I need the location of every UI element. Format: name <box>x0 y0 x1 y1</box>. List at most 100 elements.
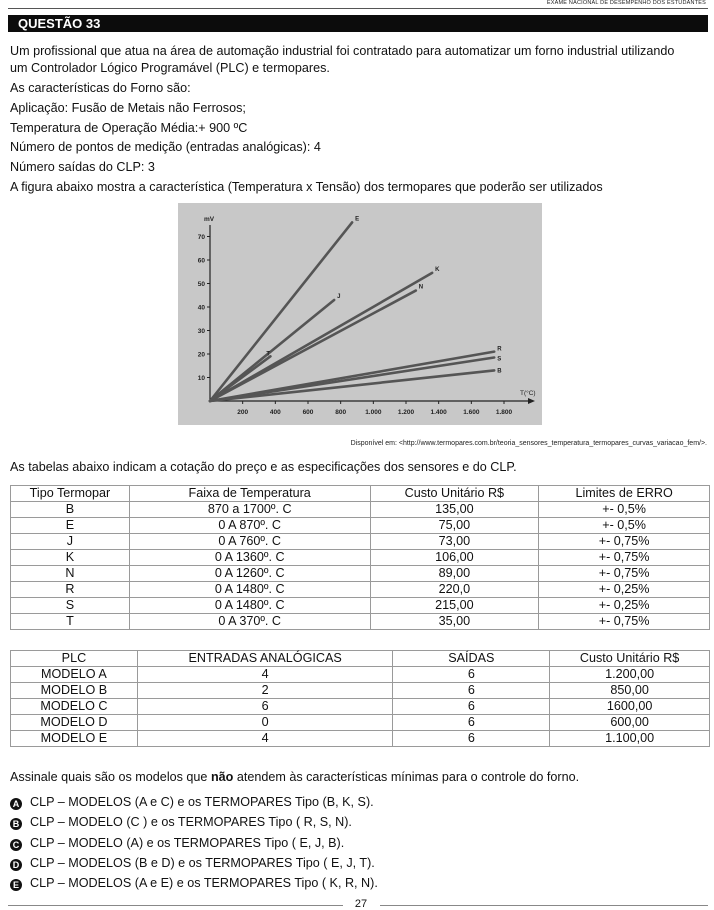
characteristics-title: As características do Forno são: <box>10 81 191 95</box>
thermocouple-table-cell: 73,00 <box>369 533 540 550</box>
y-tick-label: 60 <box>198 258 206 265</box>
plc-table-cell: MODELO D <box>10 714 138 731</box>
thermocouple-table-cell: +- 0,5% <box>538 517 710 534</box>
x-axis-arrow <box>528 398 535 404</box>
plc-table-cell: 6 <box>392 730 551 747</box>
thermocouple-table-cell: 0 A 870º. C <box>128 517 371 534</box>
figure-intro: A figura abaixo mostra a característica … <box>10 180 603 194</box>
plc-table-header-cell: ENTRADAS ANALÓGICAS <box>136 650 394 667</box>
x-axis-label: T(°C) <box>520 389 536 397</box>
thermocouple-table-cell: 135,00 <box>369 501 540 518</box>
plc-table-cell: 6 <box>392 666 551 683</box>
plc-table-header-cell: PLC <box>10 650 138 667</box>
question-title-bar: QUESTÃO 33 <box>8 15 708 32</box>
thermocouple-table: Tipo Termopar Faixa de Temperatura Custo U… <box>10 485 710 630</box>
plc-table-cell: 1.100,00 <box>549 730 710 747</box>
plc-table-cell: 4 <box>136 666 394 683</box>
thermocouple-table-cell: 215,00 <box>369 597 540 614</box>
option-letter-badge: D <box>10 858 22 871</box>
series-line-n <box>208 289 418 403</box>
thermocouple-table-cell: 0 A 370º. C <box>128 613 371 630</box>
thermocouple-table-cell: 89,00 <box>369 565 540 582</box>
thermocouple-table-cell: 0 A 1260º. C <box>128 565 371 582</box>
y-tick-label: 50 <box>198 281 206 288</box>
plc-table-cell: MODELO E <box>10 730 138 747</box>
plc-table-cell: 6 <box>392 698 551 715</box>
plc-table-cell: 6 <box>392 682 551 699</box>
series-line-e <box>208 221 354 403</box>
header-rule <box>8 8 708 9</box>
thermocouple-table-cell: +- 0,25% <box>538 581 710 598</box>
answer-option-e[interactable]: E CLP – MODELOS (A e E) e os TERMOPARES T… <box>10 876 378 892</box>
thermocouple-table-cell: 0 A 1360º. C <box>128 549 371 566</box>
option-text: CLP – MODELOS (A e C) e os TERMOPARES Ti… <box>30 795 374 809</box>
plc-table-cell: MODELO A <box>10 666 138 683</box>
plc-table-header-cell: Custo Unitário R$ <box>549 650 710 667</box>
thermocouple-table-row: B 870 a 1700º. C 135,00 +- 0,5% <box>10 501 710 518</box>
plc-table-cell: 0 <box>136 714 394 731</box>
footer-rule-right <box>380 905 708 906</box>
x-tick-label: 600 <box>303 409 314 416</box>
question-title: QUESTÃO 33 <box>18 16 101 31</box>
plc-table-cell: MODELO C <box>10 698 138 715</box>
footer-rule-left <box>8 905 343 906</box>
plc-table-cell: 6 <box>392 714 551 731</box>
tables-intro: As tabelas abaixo indicam a cotação do p… <box>10 460 517 474</box>
thermocouple-table-cell: 0 A 760º. C <box>128 533 371 550</box>
thermocouple-table-cell: 0 A 1480º. C <box>128 581 371 598</box>
thermocouple-table-header-cell: Tipo Termopar <box>10 485 130 502</box>
thermocouple-table-cell: +- 0,75% <box>538 613 710 630</box>
x-tick-label: 1.000 <box>365 409 382 416</box>
x-tick-label: 1.400 <box>431 409 448 416</box>
plc-table-row: MODELO C 6 6 1600,00 <box>10 698 710 715</box>
answer-option-b[interactable]: B CLP – MODELO (C ) e os TERMOPARES Tipo … <box>10 815 352 831</box>
series-label-e: E <box>355 216 359 222</box>
plc-table-cell: 600,00 <box>549 714 710 731</box>
thermocouple-table-cell: R <box>10 581 130 598</box>
option-text: CLP – MODELO (C ) e os TERMOPARES Tipo (… <box>30 815 352 830</box>
series-label-s: S <box>497 357 501 363</box>
answer-option-c[interactable]: C CLP – MODELO (A) e os TERMOPARES Tipo (… <box>10 836 344 851</box>
x-tick-label: 200 <box>237 409 248 416</box>
thermocouple-table-cell: E <box>10 517 130 534</box>
plc-table-row: MODELO B 2 6 850,00 <box>10 682 710 699</box>
x-tick-label: 400 <box>270 409 281 416</box>
thermocouple-chart: 10 20 30 40 50 60 70 200 400 600 800 1.000 1.200 1.40… <box>178 203 542 425</box>
intro-line-1: Um profissional que atua na área de auto… <box>10 44 675 58</box>
thermocouple-table-cell: 0 A 1480º. C <box>128 597 371 614</box>
series-label-n: N <box>419 285 423 291</box>
x-tick-label: 1.800 <box>496 409 513 416</box>
application-text: Aplicação: Fusão de Metais não Ferrosos; <box>10 101 246 115</box>
thermocouple-table-cell: B <box>10 501 130 518</box>
thermocouple-table-header: Tipo Termopar Faixa de Temperatura Custo U… <box>10 485 710 502</box>
y-tick-label: 70 <box>198 234 206 241</box>
thermocouple-table-cell: 220,0 <box>369 581 540 598</box>
option-letter-badge: E <box>10 879 22 892</box>
answer-option-a[interactable]: A CLP – MODELOS (A e C) e os TERMOPARES T… <box>10 795 374 810</box>
thermocouple-table-cell: J <box>10 533 130 550</box>
thermocouple-table-header-cell: Custo Unitário R$ <box>369 485 540 502</box>
answer-option-d[interactable]: D CLP – MODELOS (B e D) e os TERMOPARES T… <box>10 856 375 871</box>
option-text: CLP – MODELOS (B e D) e os TERMOPARES Ti… <box>30 855 375 870</box>
thermocouple-table-cell: S <box>10 597 130 614</box>
option-text: CLP – MODELO (A) e os TERMOPARES Tipo ( … <box>30 835 345 850</box>
plc-table-row: MODELO E 4 6 1.100,00 <box>10 730 710 747</box>
temperature-text: Temperatura de Operação Média:+ 900 ºC <box>10 121 248 135</box>
thermocouple-table-cell: 870 a 1700º. C <box>128 501 371 518</box>
series-line-s <box>208 356 496 403</box>
prompt-after: atendem às características mínimas para … <box>233 770 580 784</box>
series-label-j: J <box>337 294 340 300</box>
chart-svg: 10 20 30 40 50 60 70 200 400 600 800 1.000 1.200 1.40… <box>198 216 536 416</box>
prompt-before: Assinale quais são os modelos que <box>10 770 211 784</box>
thermocouple-table-cell: +- 0,5% <box>538 501 710 518</box>
outputs-text: Número saídas do CLP: 3 <box>10 160 155 174</box>
x-tick-label: 800 <box>335 409 346 416</box>
thermocouple-table-cell: T <box>10 613 130 630</box>
option-text: CLP – MODELOS (A e E) e os TERMOPARES Ti… <box>30 876 378 891</box>
page-number: 27 <box>354 898 368 910</box>
plc-table-header-cell: SAÍDAS <box>392 650 551 667</box>
